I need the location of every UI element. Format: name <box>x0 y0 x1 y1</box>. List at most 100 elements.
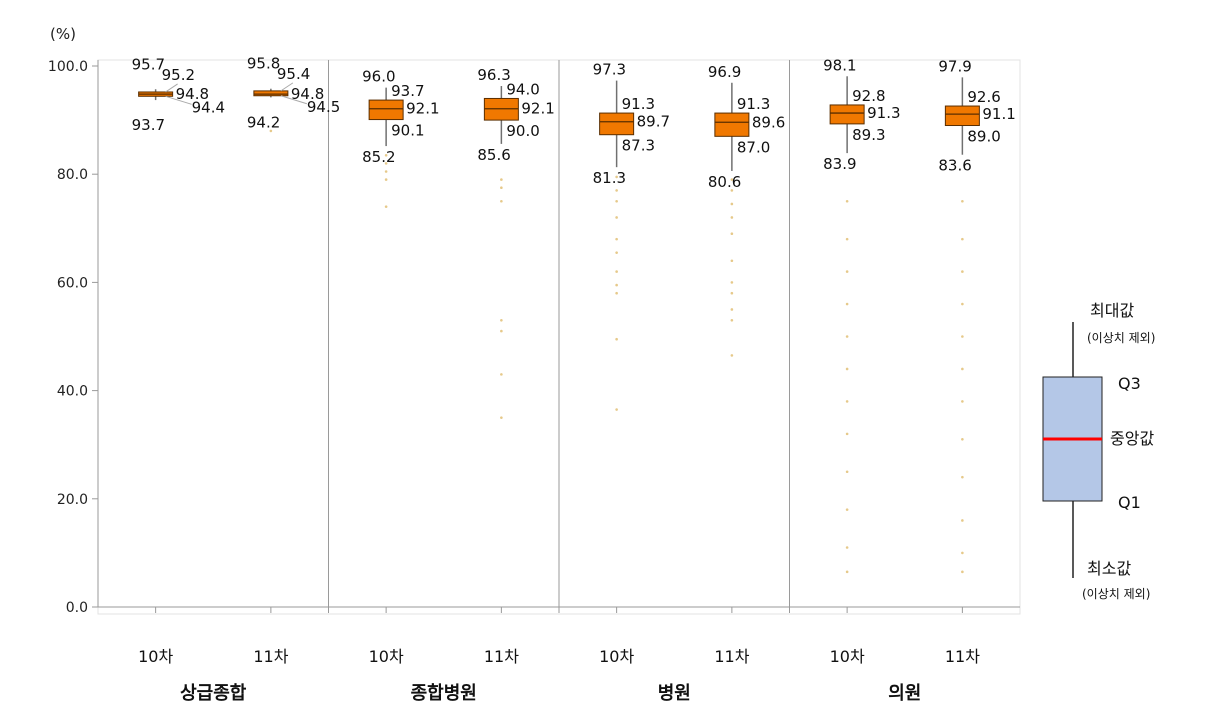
outlier-point <box>961 400 964 403</box>
box-iqr <box>829 104 865 125</box>
outlier-point <box>845 508 849 511</box>
outlier-point <box>845 400 849 403</box>
x-tick-label: 10차 <box>369 647 404 666</box>
legend-min-note: (이상치 제외) <box>1082 587 1150 601</box>
x-tick-label: 11차 <box>714 647 749 666</box>
value-label-min: 85.6 <box>477 146 510 164</box>
label-leader <box>165 95 192 105</box>
x-tick-label: 11차 <box>945 647 980 666</box>
y-axis-unit: (%) <box>50 25 76 43</box>
value-label-min: 94.2 <box>247 113 280 131</box>
value-label-q3: 95.4 <box>277 65 310 83</box>
value-label-q1: 89.3 <box>852 126 885 144</box>
outlier-point <box>615 216 618 219</box>
legend-median-label: 중앙값 <box>1110 429 1154 448</box>
box-iqr <box>714 112 750 137</box>
outlier-point <box>845 302 849 306</box>
legend-max-note: (이상치 제외) <box>1087 331 1155 345</box>
value-label-min: 83.6 <box>938 157 971 175</box>
value-label-max: 95.7 <box>132 55 165 73</box>
value-label-q1: 89.0 <box>967 128 1000 146</box>
x-tick-label: 11차 <box>253 647 288 666</box>
value-label-median: 94.8 <box>176 85 209 103</box>
x-tick-label: 11차 <box>484 647 519 666</box>
outlier-point <box>500 199 503 203</box>
outlier-point <box>961 302 964 306</box>
outlier-point <box>961 335 964 338</box>
outlier-point <box>500 186 503 190</box>
outlier-point <box>384 205 388 208</box>
box-iqr <box>368 99 404 121</box>
label-leader <box>280 82 294 92</box>
outlier-point <box>845 237 849 241</box>
outlier-point <box>384 178 388 181</box>
legend: 최대값 (이상치 제외) Q3 중앙값 Q1 최소값 (이상치 제외) <box>1042 301 1155 601</box>
outlier-point <box>730 308 734 311</box>
outlier-point <box>845 470 849 474</box>
box-iqr <box>599 112 635 136</box>
box-iqr <box>944 105 980 127</box>
value-label-median: 91.1 <box>982 105 1015 123</box>
group-label: 의원 <box>888 683 921 704</box>
outlier-point <box>845 270 849 273</box>
outlier-point <box>500 416 503 419</box>
outlier-point <box>615 189 618 192</box>
box-iqr <box>253 90 289 97</box>
outlier-point <box>961 199 964 203</box>
outlier-point <box>500 178 503 181</box>
value-label-median: 89.6 <box>752 113 785 131</box>
outlier-point <box>961 270 964 273</box>
outlier-point <box>615 291 618 295</box>
outlier-point <box>845 432 849 436</box>
value-label-median: 94.8 <box>291 85 324 103</box>
y-tick-label: 40.0 <box>57 384 88 400</box>
outlier-point <box>730 318 734 322</box>
outlier-point <box>500 373 503 376</box>
value-label-min: 80.6 <box>708 173 741 191</box>
outlier-point <box>845 367 849 371</box>
outlier-point <box>384 153 388 157</box>
value-label-min: 83.9 <box>823 155 856 173</box>
value-label-q1: 94.5 <box>307 98 340 116</box>
outlier-point <box>615 270 618 273</box>
group-label: 상급종합 <box>180 682 247 704</box>
value-label-q1: 90.1 <box>391 122 424 140</box>
value-label-max: 96.3 <box>477 66 510 84</box>
value-label-max: 96.9 <box>708 63 741 81</box>
legend-q3-label: Q3 <box>1118 374 1141 393</box>
outlier-point <box>961 437 964 441</box>
outlier-point <box>730 354 734 357</box>
outlier-point <box>845 570 849 574</box>
outlier-point <box>730 281 734 284</box>
y-tick-label: 100.0 <box>48 59 88 75</box>
outlier-point <box>730 216 734 219</box>
outlier-point <box>961 237 964 241</box>
y-tick-label: 80.0 <box>57 167 88 183</box>
y-axis: 0.0 20.0 40.0 60.0 80.0 100.0 <box>48 59 99 616</box>
value-label-max: 96.0 <box>362 68 395 86</box>
value-label-max: 95.8 <box>247 55 280 73</box>
outlier-point <box>730 232 734 236</box>
label-leader <box>280 95 308 105</box>
outlier-point <box>269 129 273 133</box>
value-label-min: 93.7 <box>132 116 165 134</box>
value-label-median: 91.3 <box>867 104 900 122</box>
outlier-point <box>615 199 618 203</box>
outlier-point <box>845 546 849 549</box>
outlier-point <box>615 337 618 341</box>
value-label-median: 89.7 <box>637 113 670 131</box>
x-tick-label: 10차 <box>830 647 865 666</box>
outlier-point <box>615 251 618 254</box>
outlier-point <box>615 175 618 179</box>
outlier-point <box>961 367 964 371</box>
group-dividers <box>328 60 790 613</box>
y-tick-label: 60.0 <box>57 275 88 291</box>
outlier-point <box>961 519 964 522</box>
outlier-point <box>500 329 503 333</box>
value-label-min: 81.3 <box>593 169 626 187</box>
value-label-q1: 90.0 <box>506 122 539 140</box>
value-label-q3: 91.3 <box>622 95 655 113</box>
